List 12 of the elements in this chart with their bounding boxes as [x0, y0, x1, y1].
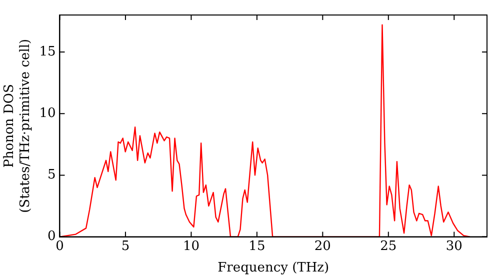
x-tick-label: 5: [121, 238, 130, 254]
x-tick-label: 25: [380, 238, 397, 254]
x-tick-label: 20: [314, 238, 331, 254]
x-tick-label: 30: [446, 238, 462, 254]
y-tick-label: 0: [47, 229, 56, 244]
x-axis-title: Frequency (THz): [218, 260, 330, 276]
x-tick-label: 10: [182, 238, 200, 254]
y-tick-label: 5: [47, 168, 56, 183]
y-axis-title: Phonon DOS (States/THz·primitive cell): [2, 38, 33, 213]
y-tick-label: 15: [39, 44, 56, 60]
y-tick-label: 10: [39, 106, 56, 121]
x-tick-label: 15: [248, 238, 266, 254]
